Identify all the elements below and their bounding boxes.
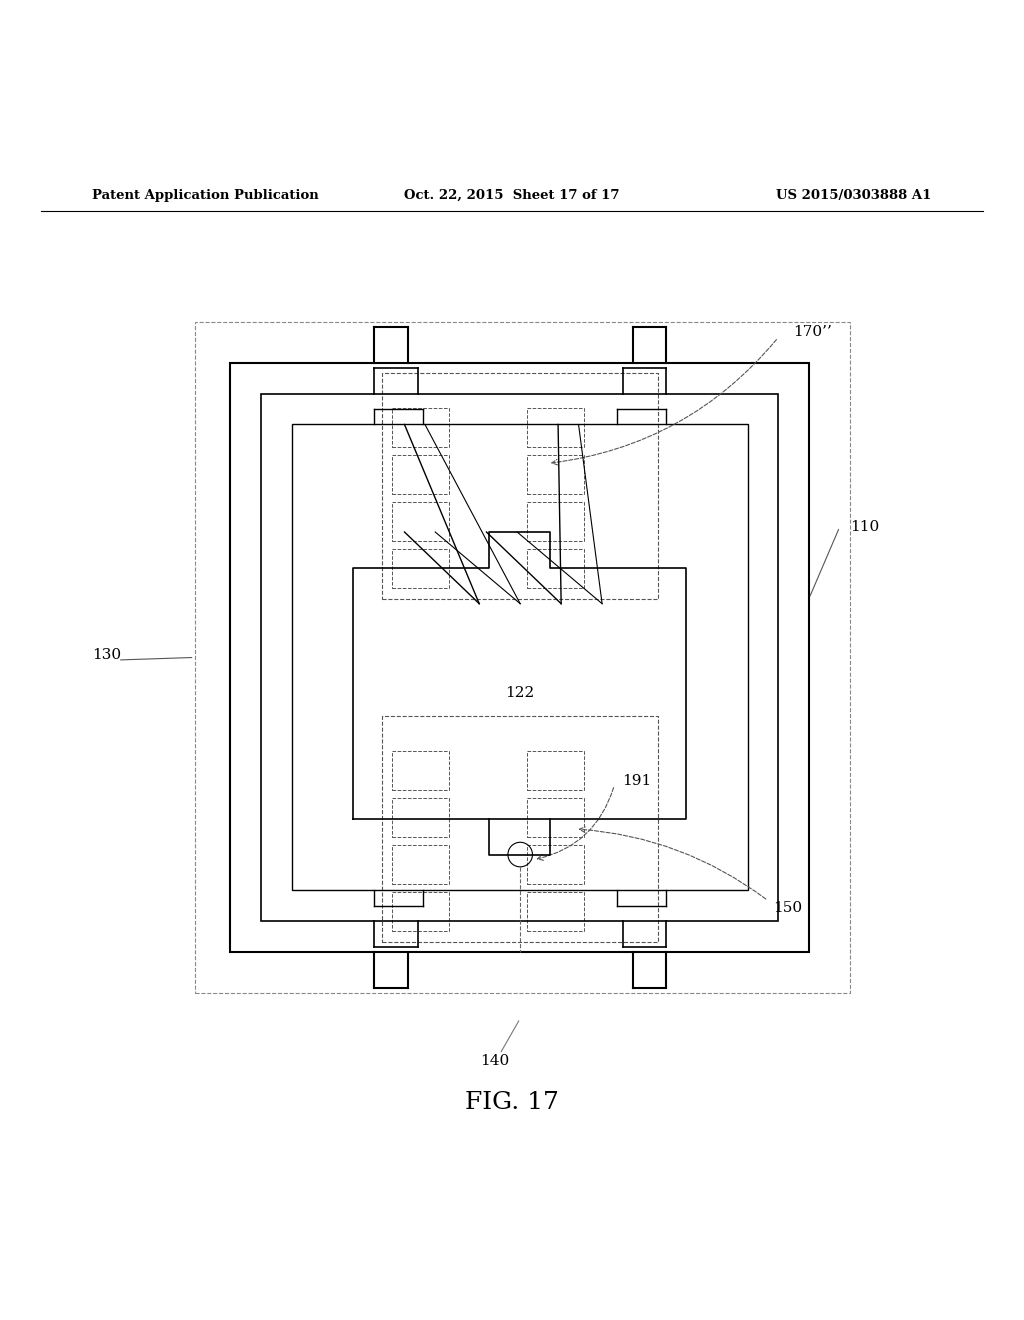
Bar [527,549,584,589]
Bar [527,845,584,884]
Text: FIG. 17: FIG. 17 [465,1090,559,1114]
Bar [527,892,584,932]
Bar [527,408,584,447]
Bar [195,322,850,993]
Bar [392,549,449,589]
Bar [527,503,584,541]
Bar [392,845,449,884]
Bar [292,425,748,891]
Bar [527,751,584,791]
Bar [392,503,449,541]
Text: Patent Application Publication: Patent Application Publication [92,189,318,202]
Bar [392,799,449,837]
Bar [392,892,449,932]
Text: 140: 140 [480,1055,509,1068]
Text: US 2015/0303888 A1: US 2015/0303888 A1 [776,189,932,202]
Bar [392,751,449,791]
Bar [382,374,658,598]
Bar [527,799,584,837]
Text: 122: 122 [506,686,535,700]
Text: 191: 191 [623,774,652,788]
Text: 170’’: 170’’ [794,325,833,339]
Text: 150: 150 [773,900,802,915]
Bar [382,717,658,941]
Text: 130: 130 [92,648,121,661]
Bar [392,455,449,494]
Bar [527,455,584,494]
Text: 110: 110 [850,520,880,533]
Text: Oct. 22, 2015  Sheet 17 of 17: Oct. 22, 2015 Sheet 17 of 17 [404,189,620,202]
Bar [392,408,449,447]
Bar [261,393,778,921]
Bar [230,363,809,952]
